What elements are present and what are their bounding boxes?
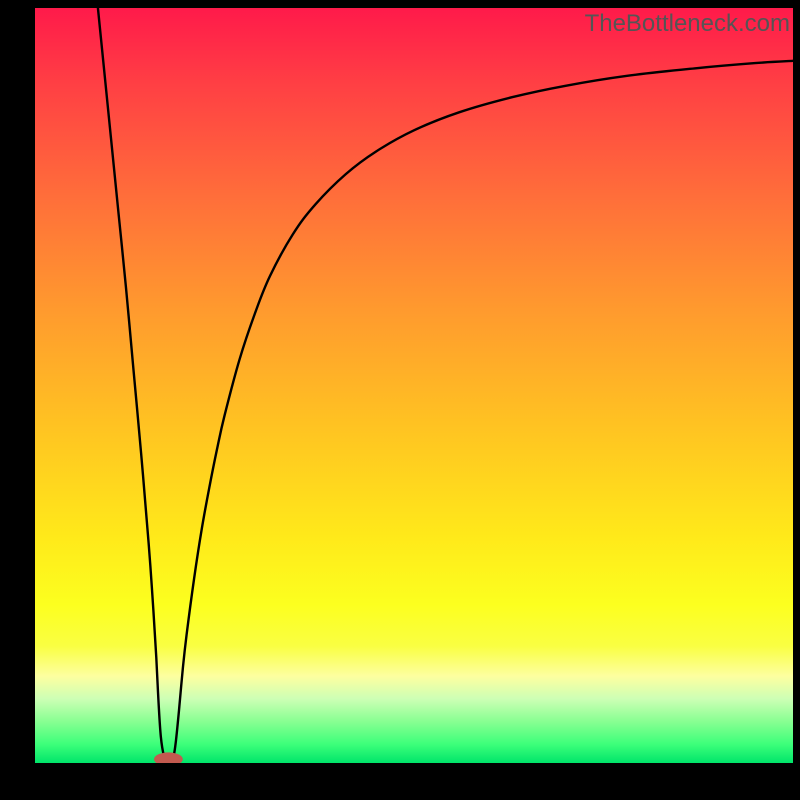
plot-svg [35, 8, 793, 763]
chart-container: TheBottleneck.com [0, 0, 800, 800]
watermark-text: TheBottleneck.com [585, 10, 790, 38]
plot-area [35, 8, 793, 763]
gradient-background [35, 8, 793, 763]
